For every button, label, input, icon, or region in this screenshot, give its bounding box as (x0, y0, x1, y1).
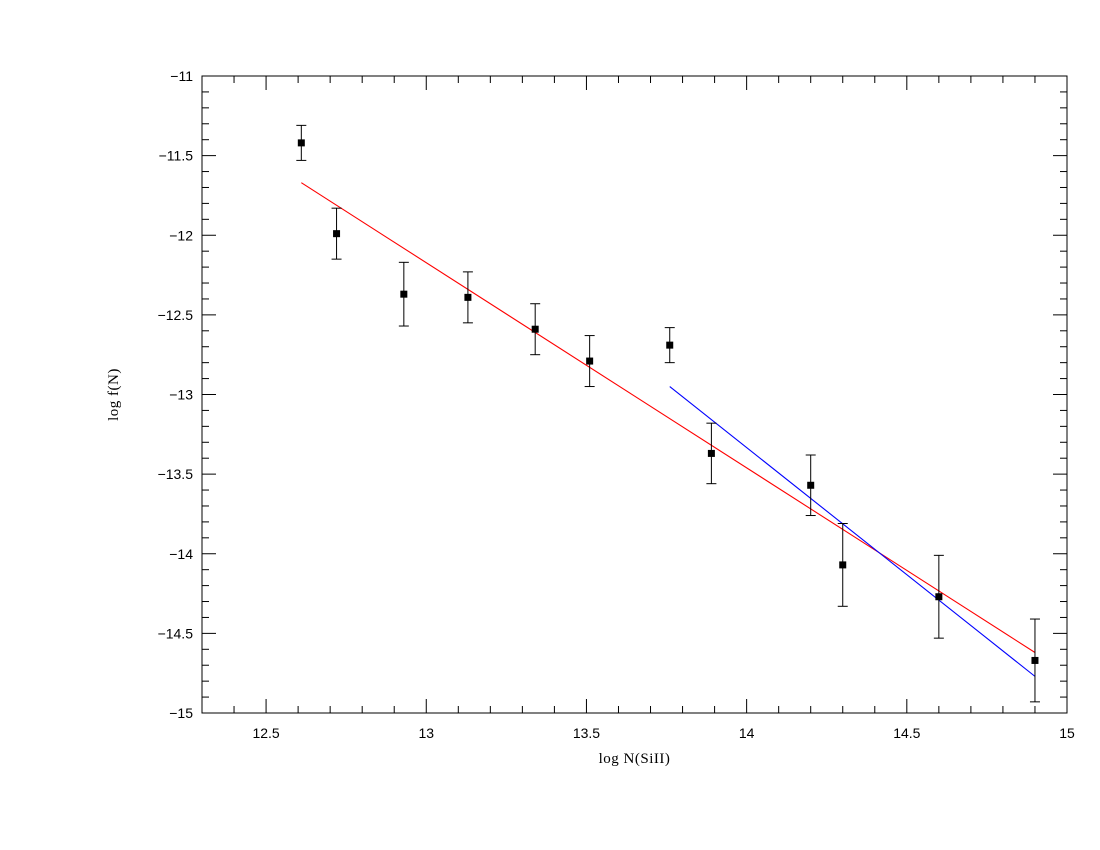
x-tick-label: 13.5 (573, 725, 600, 741)
x-tick-label: 14 (739, 725, 755, 741)
fit-line-2 (669, 386, 1036, 677)
data-point (464, 293, 472, 301)
data-point (400, 290, 408, 298)
data-point (333, 230, 341, 238)
data-point (297, 139, 305, 147)
data-points (297, 139, 1039, 664)
fit-line-1 (301, 182, 1036, 653)
data-point (666, 341, 674, 349)
x-tick-label: 12.5 (252, 725, 279, 741)
tick-labels: 12.5 13 13.5 14 14.5 15 −11 −11.5 −12 −12.5 −13 −13… (158, 68, 1075, 741)
y-tick-label: −15 (169, 705, 193, 721)
data-point (839, 561, 847, 569)
y-tick-label: −11.5 (159, 148, 194, 164)
data-point (586, 357, 594, 365)
y-tick-label: −14 (169, 546, 193, 562)
plot-frame (201, 75, 1068, 714)
x-tick-label: 15 (1059, 725, 1075, 741)
x-axis-label: log N(SiII) (599, 751, 671, 767)
y-tick-label: −11 (170, 68, 193, 84)
data-point (707, 449, 715, 457)
data-point (935, 593, 943, 601)
data-point (1031, 656, 1039, 664)
data-point (531, 325, 539, 333)
y-tick-label: −13.5 (158, 466, 194, 482)
y-tick-label: −12.5 (158, 307, 194, 323)
data-point (807, 481, 815, 489)
y-tick-label: −12 (169, 227, 193, 243)
fit-lines (301, 182, 1036, 677)
x-tick-label: 14.5 (893, 725, 920, 741)
x-tick-label: 13 (418, 725, 434, 741)
y-tick-label: −13 (169, 387, 193, 403)
y-tick-label: −14.5 (158, 625, 194, 641)
y-axis-label: log f(N) (106, 368, 122, 421)
